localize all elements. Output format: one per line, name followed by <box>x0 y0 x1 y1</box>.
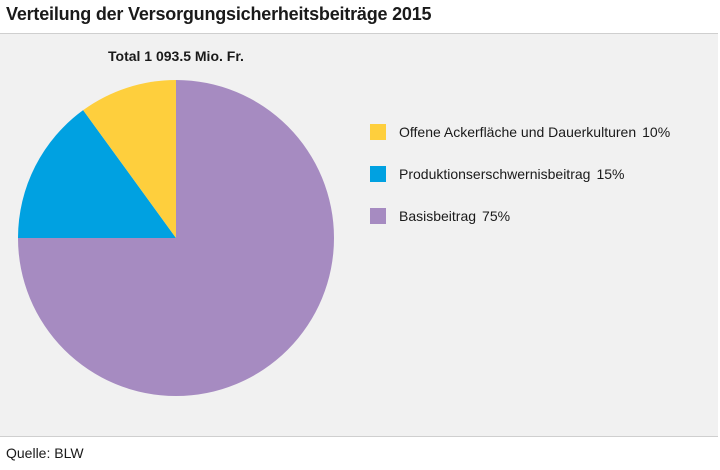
legend-swatch <box>370 208 386 224</box>
legend-label: Offene Ackerfläche und Dauerkulturen <box>399 124 637 140</box>
legend-value: 15% <box>596 166 625 182</box>
legend: Offene Ackerfläche und Dauerkulturen 10%… <box>370 122 670 248</box>
legend-label: Basisbeitrag <box>399 208 477 224</box>
legend-label: Produktionserschwernisbeitrag <box>399 166 591 182</box>
pie-slice-offene-ackerfl-che-und-dauerkulturen <box>83 80 176 238</box>
legend-value: 10% <box>642 124 671 140</box>
pie-slices <box>18 80 334 396</box>
legend-item-offene-ackerflaeche: Offene Ackerfläche und Dauerkulturen 10% <box>370 122 670 142</box>
legend-item-produktionserschwernisbeitrag: Produktionserschwernisbeitrag 15% <box>370 164 670 184</box>
legend-item-basisbeitrag: Basisbeitrag 75% <box>370 206 670 226</box>
pie-slice-produktionserschwernisbeitrag <box>18 110 176 238</box>
legend-swatch <box>370 124 386 140</box>
source-note: Quelle: BLW <box>6 445 84 461</box>
legend-value: 75% <box>482 208 511 224</box>
legend-swatch <box>370 166 386 182</box>
chart-subtitle: Total 1 093.5 Mio. Fr. <box>108 48 244 64</box>
chart-title: Verteilung der Versorgungsicherheitsbeit… <box>6 4 432 24</box>
